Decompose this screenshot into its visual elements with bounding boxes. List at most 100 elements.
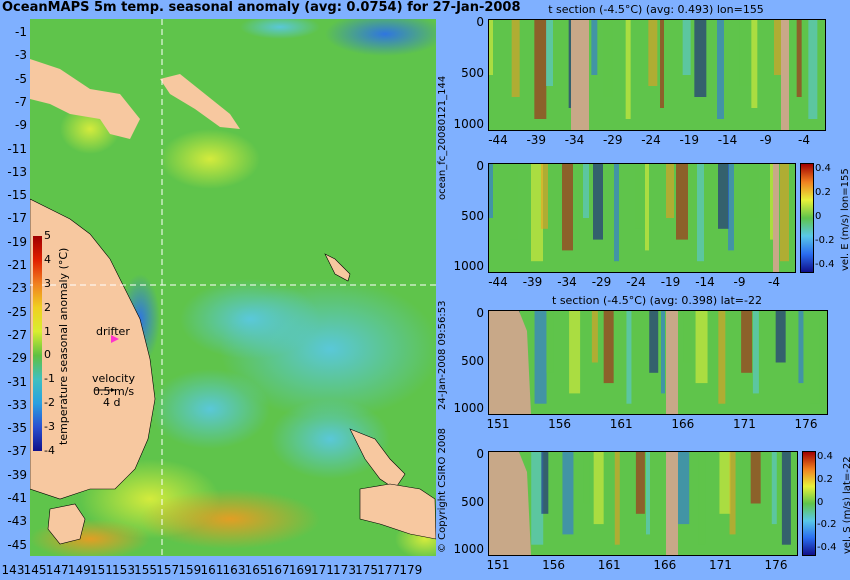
map-y-tick: -31 bbox=[7, 374, 27, 389]
section-band bbox=[625, 20, 631, 119]
map-colorbar-tick: -3 bbox=[44, 420, 55, 434]
section-band bbox=[697, 164, 704, 262]
velocity-colorbar bbox=[800, 163, 814, 273]
panel-x-tick: -24 bbox=[626, 275, 646, 289]
forecast-id-label: ocean_fc_20080121_144 bbox=[437, 75, 448, 200]
section-band bbox=[531, 452, 544, 545]
section-band bbox=[741, 311, 753, 373]
map-y-tick: -21 bbox=[7, 258, 27, 272]
panel-y-tick: 1000 bbox=[453, 542, 484, 556]
section-band bbox=[603, 20, 613, 97]
section-band bbox=[739, 20, 751, 86]
section-band bbox=[593, 164, 603, 240]
velocity-colorbar-tick: 0.4 bbox=[815, 163, 831, 174]
section-band bbox=[749, 164, 759, 218]
panel-x-tick: 166 bbox=[653, 558, 677, 572]
section-band bbox=[534, 311, 547, 404]
map-colorbar-tick: 2 bbox=[44, 300, 51, 314]
panel-y-tick: 1000 bbox=[453, 401, 484, 415]
panel-x-tick: 161 bbox=[609, 417, 633, 431]
panel-x-tick: 151 bbox=[486, 558, 510, 572]
new-caledonia bbox=[324, 253, 351, 282]
section-band bbox=[591, 311, 598, 363]
section-band bbox=[614, 452, 620, 545]
map-x-tick: 173 bbox=[333, 563, 356, 577]
section-band bbox=[531, 164, 543, 262]
section-band bbox=[635, 164, 644, 229]
section-band bbox=[645, 164, 649, 251]
panel-x-tick: -4 bbox=[798, 133, 810, 147]
panel-x-tick: -39 bbox=[526, 133, 547, 147]
panel-y-tick: 500 bbox=[461, 494, 484, 509]
section-panel-t-section-lon bbox=[488, 19, 826, 131]
panel-y-tick: 1000 bbox=[453, 259, 484, 273]
section-band bbox=[770, 164, 775, 240]
map-x-tick: 167 bbox=[266, 563, 290, 577]
section-band bbox=[781, 452, 791, 545]
panel-x-tick: -44 bbox=[488, 133, 508, 147]
map-y-tick: -3 bbox=[15, 48, 27, 63]
map-y-tick: -15 bbox=[7, 188, 27, 203]
section-field bbox=[489, 20, 818, 130]
section-field bbox=[489, 311, 820, 414]
land-mask bbox=[773, 164, 779, 272]
map-x-tick: 149 bbox=[67, 563, 91, 577]
panel-y-tick: 1000 bbox=[453, 117, 484, 131]
section-band bbox=[719, 452, 731, 514]
section-band bbox=[666, 164, 674, 218]
section-band bbox=[751, 20, 758, 108]
section-panel-t-section-lat bbox=[488, 310, 828, 415]
section-band bbox=[780, 164, 789, 262]
map-colorbar-tick: 4 bbox=[44, 252, 51, 266]
panel-y-tick: 0 bbox=[476, 447, 484, 461]
land-mask bbox=[781, 20, 789, 130]
section-field bbox=[489, 164, 789, 272]
velocity-colorbar-tick: 0.2 bbox=[815, 187, 831, 198]
map-y-tick: -33 bbox=[7, 397, 27, 412]
section-band bbox=[661, 311, 665, 394]
panel-x-tick: -9 bbox=[759, 133, 772, 147]
section-band bbox=[796, 20, 802, 97]
section-band bbox=[546, 20, 553, 86]
section-band bbox=[562, 452, 574, 535]
map-y-tick: -45 bbox=[7, 537, 27, 552]
panel-x-tick: -29 bbox=[602, 133, 623, 147]
section-panel-vel-e-lon bbox=[488, 163, 796, 273]
land-mask bbox=[666, 311, 678, 414]
section-band bbox=[591, 20, 598, 75]
panel-x-tick: -34 bbox=[557, 275, 577, 289]
panel-x-tick: -29 bbox=[591, 275, 612, 289]
land-mask bbox=[571, 20, 589, 130]
map-x-tick: 151 bbox=[89, 563, 113, 577]
section-band bbox=[489, 20, 493, 75]
map-y-tick: -27 bbox=[7, 327, 27, 342]
map-y-tick: -35 bbox=[7, 421, 27, 436]
panel-x-tick: -34 bbox=[564, 133, 585, 147]
velocity-colorbar-tick: -0.4 bbox=[817, 542, 837, 553]
section-band bbox=[583, 164, 589, 218]
drifter-marker bbox=[111, 335, 119, 343]
section-band bbox=[775, 311, 786, 363]
map-y-tick: -43 bbox=[7, 514, 27, 529]
map-y-tick: -19 bbox=[7, 234, 27, 249]
map-x-tick: 145 bbox=[23, 563, 47, 577]
map-x-tick: 177 bbox=[377, 563, 401, 577]
map-x-tick: 147 bbox=[45, 563, 69, 577]
section-band bbox=[682, 20, 691, 75]
panel-x-tick: 166 bbox=[671, 417, 695, 431]
section-band bbox=[752, 311, 759, 394]
map-x-tick: 159 bbox=[178, 563, 202, 577]
map-y-tick: -5 bbox=[15, 71, 27, 86]
map-y-tick: -1 bbox=[15, 25, 27, 39]
section-band bbox=[593, 452, 604, 525]
section-band bbox=[694, 20, 707, 97]
panel-y-tick: 0 bbox=[476, 159, 484, 173]
map-y-tick: -25 bbox=[7, 304, 27, 319]
new-guinea-islands bbox=[160, 74, 240, 129]
map-colorbar-label: temperature seasonal anomaly (°C) bbox=[57, 247, 70, 445]
tasmania bbox=[47, 503, 86, 545]
panel-x-tick: -9 bbox=[733, 275, 746, 289]
land-mask bbox=[666, 452, 678, 555]
map-x-tick: 143 bbox=[1, 563, 25, 577]
section-band bbox=[810, 311, 820, 404]
